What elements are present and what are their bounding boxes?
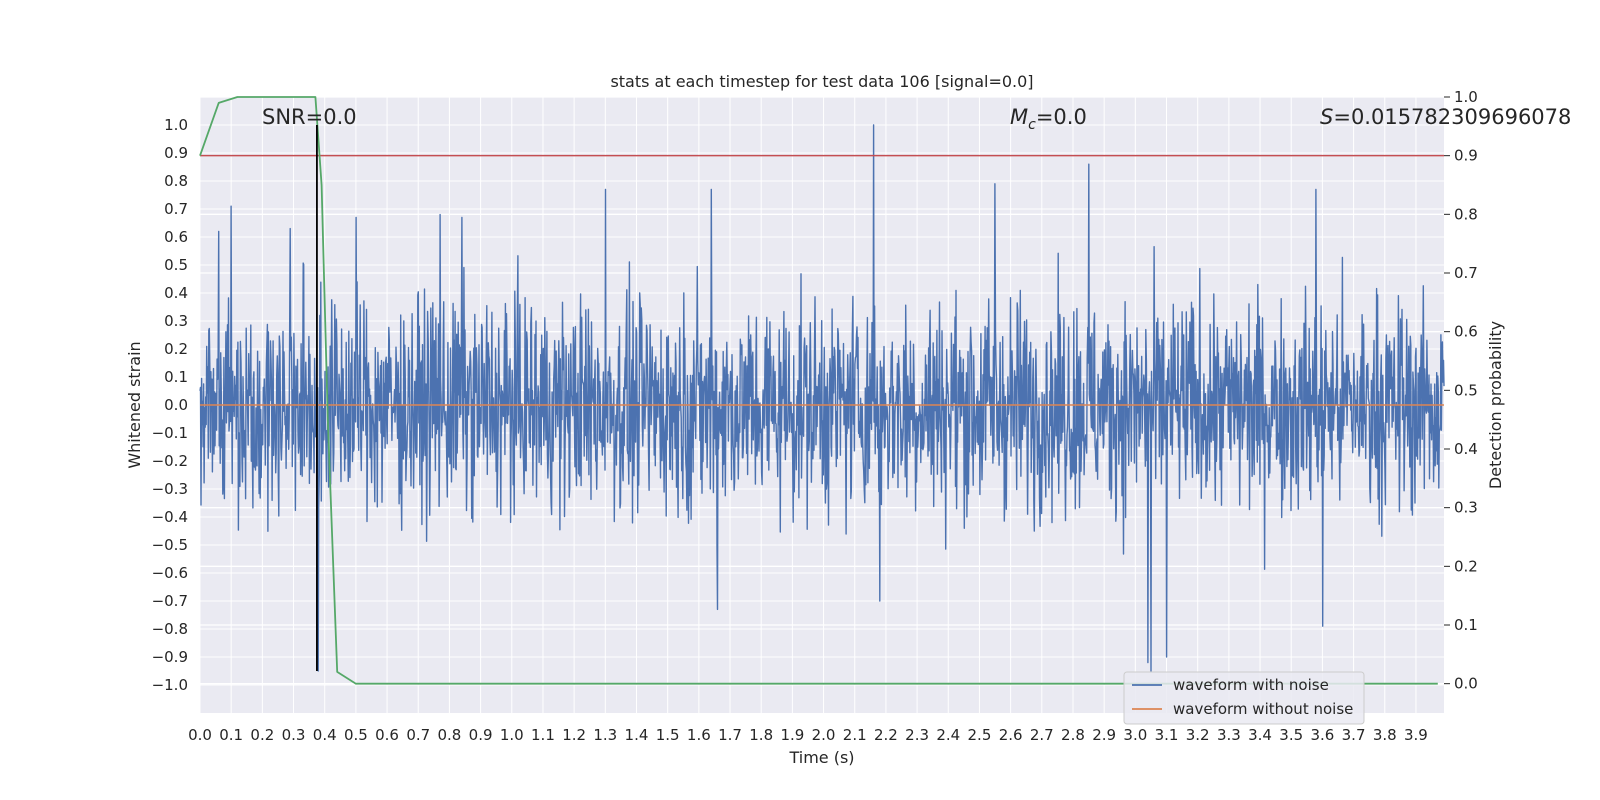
y2-tick-label: 0.8 [1454,205,1478,223]
y-tick-label: −0.6 [152,564,188,582]
series-detection-probability [199,96,1438,685]
x-tick-label: 2.8 [1061,726,1085,744]
y-tick-label: 0.6 [164,228,188,246]
x-tick-label: 3.0 [1123,726,1147,744]
y2-axis-label: Detection probability [1486,321,1505,489]
y-tick-label: −0.3 [152,480,188,498]
chirp-mass-annotation: Mc=0.0 [1010,105,1087,133]
x-tick-label: 1.4 [625,726,649,744]
x-tick-label: 3.9 [1404,726,1428,744]
y-tick-label: −0.7 [152,592,188,610]
y2-tick-label: 0.7 [1454,264,1478,282]
x-tick-label: 0.5 [344,726,368,744]
chart-title: stats at each timestep for test data 106… [610,72,1033,91]
y2-tick-label: 0.6 [1454,323,1478,341]
y-tick-label: −1.0 [152,676,188,694]
x-tick-label: 0.9 [469,726,493,744]
y2-tick-label: 0.4 [1454,440,1478,458]
x-tick-label: 1.9 [780,726,804,744]
y-tick-label: −0.4 [152,508,188,526]
x-tick-label: 0.2 [250,726,274,744]
x-tick-label: 1.2 [562,726,586,744]
x-tick-label: 0.3 [282,726,306,744]
x-tick-label: 1.1 [531,726,555,744]
plot-area [199,96,1445,685]
y-tick-label: 0.8 [164,172,188,190]
y-tick-label: 0.2 [164,340,188,358]
y2-tick-label: 0.3 [1454,499,1478,517]
chirp-mass-value: =0.0 [1036,105,1087,129]
y2-tick-labels: 1.0 0.9 0.8 0.7 0.6 0.5 0.4 0.3 0.2 0.1 0.0 [1444,88,1478,693]
legend-entry-clean: waveform without noise [1173,700,1353,718]
x-tick-labels: 0.0 0.1 0.2 0.3 0.4 0.5 0.6 0.7 0.8 0.9 1.0 1.1 1.2 1… [188,726,1428,744]
x-tick-label: 3.6 [1310,726,1334,744]
x-tick-label: 2.5 [968,726,992,744]
y-tick-label: 1.0 [164,116,188,134]
x-tick-label: 2.0 [812,726,836,744]
y-tick-label: −0.5 [152,536,188,554]
x-tick-label: 1.5 [656,726,680,744]
x-tick-label: 0.6 [375,726,399,744]
y-tick-label: −0.2 [152,452,188,470]
y-tick-label: −0.1 [152,424,188,442]
y2-tick-label: 0.0 [1454,675,1478,693]
x-tick-label: 3.8 [1373,726,1397,744]
x-tick-label: 3.2 [1186,726,1210,744]
y2-tick-label: 1.0 [1454,88,1478,106]
y2-tick-label: 0.1 [1454,616,1478,634]
y2-tick-label: 0.9 [1454,147,1478,165]
y-axis-label: Whitened strain [125,341,144,468]
x-tick-label: 0.8 [437,726,461,744]
x-axis-label: Time (s) [788,748,854,767]
s-value: =0.015782309696078 [1333,105,1571,129]
s-annotation: S=0.015782309696078 [1320,105,1571,129]
y-tick-label: 0.1 [164,368,188,386]
x-tick-label: 1.6 [687,726,711,744]
y-tick-label: 0.5 [164,256,188,274]
legend-entry-noisy: waveform with noise [1173,676,1329,694]
x-tick-label: 2.1 [843,726,867,744]
series-waveform-with-noise [199,124,1445,672]
x-tick-label: 1.8 [749,726,773,744]
snr-annotation: SNR=0.0 [262,105,357,129]
y-tick-label: −0.8 [152,620,188,638]
x-tick-label: 2.3 [905,726,929,744]
y2-tick-label: 0.2 [1454,557,1478,575]
y-tick-labels: 1.0 0.9 0.8 0.7 0.6 0.5 0.4 0.3 0.2 0.1 0.0 −0.1 −0.… [152,116,188,694]
x-tick-label: 1.7 [718,726,742,744]
x-tick-label: 3.1 [1155,726,1179,744]
legend: waveform with noise waveform without noi… [1123,671,1365,725]
y-tick-label: 0.0 [164,396,188,414]
x-tick-label: 2.2 [874,726,898,744]
y-tick-label: 0.4 [164,284,188,302]
x-tick-label: 3.4 [1248,726,1272,744]
x-tick-label: 0.1 [219,726,243,744]
y-tick-label: 0.9 [164,144,188,162]
x-tick-label: 2.9 [1092,726,1116,744]
y-tick-label: 0.3 [164,312,188,330]
chirp-mass-subscript: c [1028,117,1036,133]
x-tick-label: 1.3 [593,726,617,744]
x-tick-label: 3.3 [1217,726,1241,744]
x-tick-label: 0.4 [313,726,337,744]
chirp-mass-symbol: M [1010,105,1028,129]
y-tick-label: −0.9 [152,648,188,666]
x-tick-label: 0.0 [188,726,212,744]
x-tick-label: 0.7 [406,726,430,744]
x-tick-label: 3.7 [1342,726,1366,744]
x-tick-label: 2.7 [1030,726,1054,744]
x-tick-label: 2.6 [999,726,1023,744]
s-symbol: S [1320,105,1333,129]
x-tick-label: 3.5 [1279,726,1303,744]
y-tick-label: 0.7 [164,200,188,218]
y2-tick-label: 0.5 [1454,381,1478,399]
x-tick-label: 1.0 [500,726,524,744]
x-tick-label: 2.4 [936,726,960,744]
